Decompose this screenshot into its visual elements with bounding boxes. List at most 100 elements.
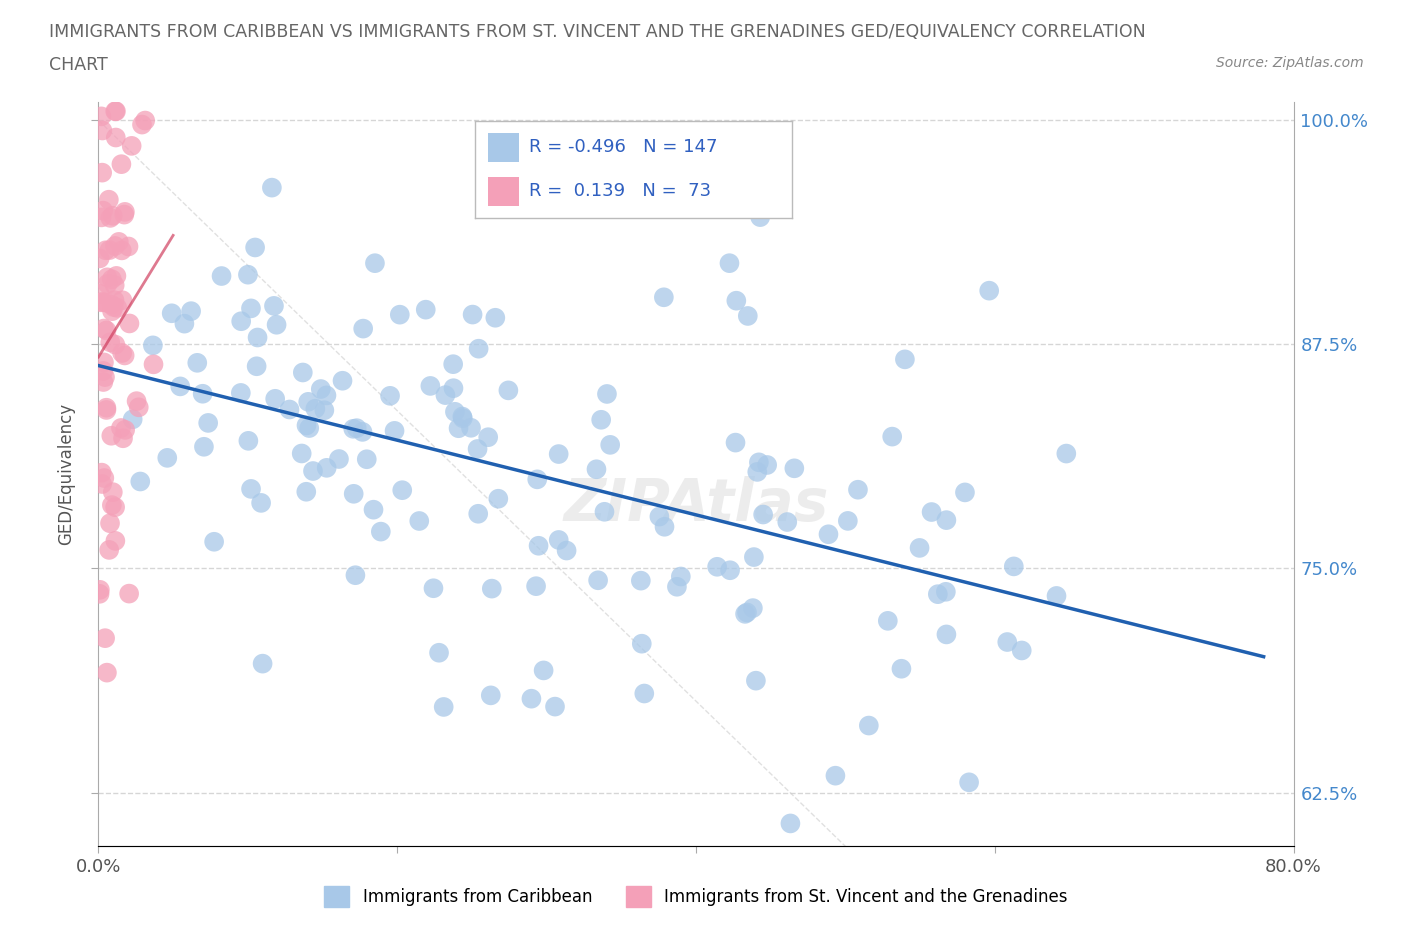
Y-axis label: GED/Equivalency: GED/Equivalency bbox=[58, 404, 76, 545]
Point bbox=[110, 157, 132, 172]
Point bbox=[882, 429, 904, 444]
Point bbox=[384, 423, 406, 438]
Point bbox=[314, 403, 336, 418]
Point bbox=[585, 462, 607, 477]
Text: Source: ZipAtlas.com: Source: ZipAtlas.com bbox=[1216, 56, 1364, 70]
Point bbox=[953, 485, 976, 499]
Point bbox=[734, 606, 756, 621]
Point bbox=[921, 505, 943, 520]
Point bbox=[596, 387, 619, 402]
Point bbox=[134, 113, 156, 128]
Point bbox=[527, 538, 550, 553]
Point bbox=[229, 385, 252, 400]
Point bbox=[935, 512, 957, 527]
Point bbox=[927, 587, 949, 602]
Point bbox=[742, 550, 765, 565]
Point bbox=[524, 578, 547, 593]
Point bbox=[108, 234, 131, 249]
Point bbox=[104, 338, 127, 352]
Point bbox=[100, 298, 122, 312]
Point bbox=[467, 442, 489, 457]
Point bbox=[91, 203, 114, 218]
Point bbox=[890, 661, 912, 676]
Point bbox=[114, 422, 136, 437]
Point bbox=[114, 205, 136, 219]
Point bbox=[783, 461, 806, 476]
Point bbox=[240, 482, 263, 497]
Point bbox=[101, 208, 124, 223]
Point bbox=[718, 256, 741, 271]
Point bbox=[90, 210, 112, 225]
Point bbox=[98, 243, 121, 258]
Point bbox=[555, 543, 578, 558]
Point bbox=[363, 502, 385, 517]
Point bbox=[104, 499, 127, 514]
Point bbox=[477, 430, 499, 445]
Point bbox=[1054, 446, 1077, 461]
Point bbox=[96, 403, 118, 418]
Point bbox=[858, 718, 880, 733]
Point bbox=[344, 568, 367, 583]
Point bbox=[443, 380, 465, 395]
Point bbox=[90, 295, 112, 310]
Point bbox=[243, 240, 266, 255]
Point bbox=[756, 458, 779, 472]
Point bbox=[263, 299, 285, 313]
Point bbox=[266, 317, 288, 332]
Point bbox=[451, 409, 474, 424]
Text: CHART: CHART bbox=[49, 56, 108, 73]
Point bbox=[824, 768, 846, 783]
Point bbox=[1011, 643, 1033, 658]
Legend: Immigrants from Caribbean, Immigrants from St. Vincent and the Grenadines: Immigrants from Caribbean, Immigrants fr… bbox=[318, 880, 1074, 913]
Point bbox=[748, 455, 770, 470]
Point bbox=[441, 357, 464, 372]
Point bbox=[117, 239, 139, 254]
Point bbox=[100, 429, 122, 444]
Point bbox=[346, 420, 368, 435]
Point bbox=[315, 388, 337, 403]
Point bbox=[665, 579, 688, 594]
Point bbox=[91, 166, 114, 180]
Point bbox=[846, 483, 869, 498]
Point bbox=[101, 304, 124, 319]
Point bbox=[706, 559, 728, 574]
Point bbox=[654, 519, 676, 534]
Point bbox=[342, 421, 364, 436]
Point bbox=[352, 424, 374, 439]
Point bbox=[94, 369, 117, 384]
Point bbox=[467, 341, 489, 356]
Point bbox=[356, 452, 378, 467]
Point bbox=[101, 485, 124, 499]
Point bbox=[297, 394, 319, 409]
Point bbox=[96, 323, 118, 338]
Point bbox=[586, 573, 609, 588]
Point bbox=[278, 402, 301, 417]
Point bbox=[91, 476, 114, 491]
Point bbox=[246, 359, 269, 374]
Text: ZIPAtlas: ZIPAtlas bbox=[564, 475, 828, 533]
Point bbox=[427, 645, 450, 660]
Point bbox=[484, 311, 506, 325]
Point bbox=[995, 634, 1018, 649]
Point bbox=[246, 330, 269, 345]
Point bbox=[96, 400, 118, 415]
Point bbox=[202, 535, 225, 550]
Point bbox=[93, 375, 115, 390]
Point bbox=[111, 346, 134, 361]
Point bbox=[520, 691, 543, 706]
Point bbox=[591, 412, 613, 427]
Point bbox=[240, 301, 263, 316]
Point bbox=[752, 507, 775, 522]
Point bbox=[332, 373, 354, 388]
Point bbox=[129, 474, 152, 489]
Point bbox=[128, 400, 150, 415]
Point bbox=[544, 699, 567, 714]
Point bbox=[90, 465, 112, 480]
Point bbox=[142, 338, 165, 352]
Point bbox=[91, 123, 114, 138]
Point bbox=[173, 316, 195, 331]
Point bbox=[876, 614, 898, 629]
Point bbox=[93, 355, 115, 370]
Point bbox=[121, 139, 143, 153]
Point bbox=[186, 355, 208, 370]
